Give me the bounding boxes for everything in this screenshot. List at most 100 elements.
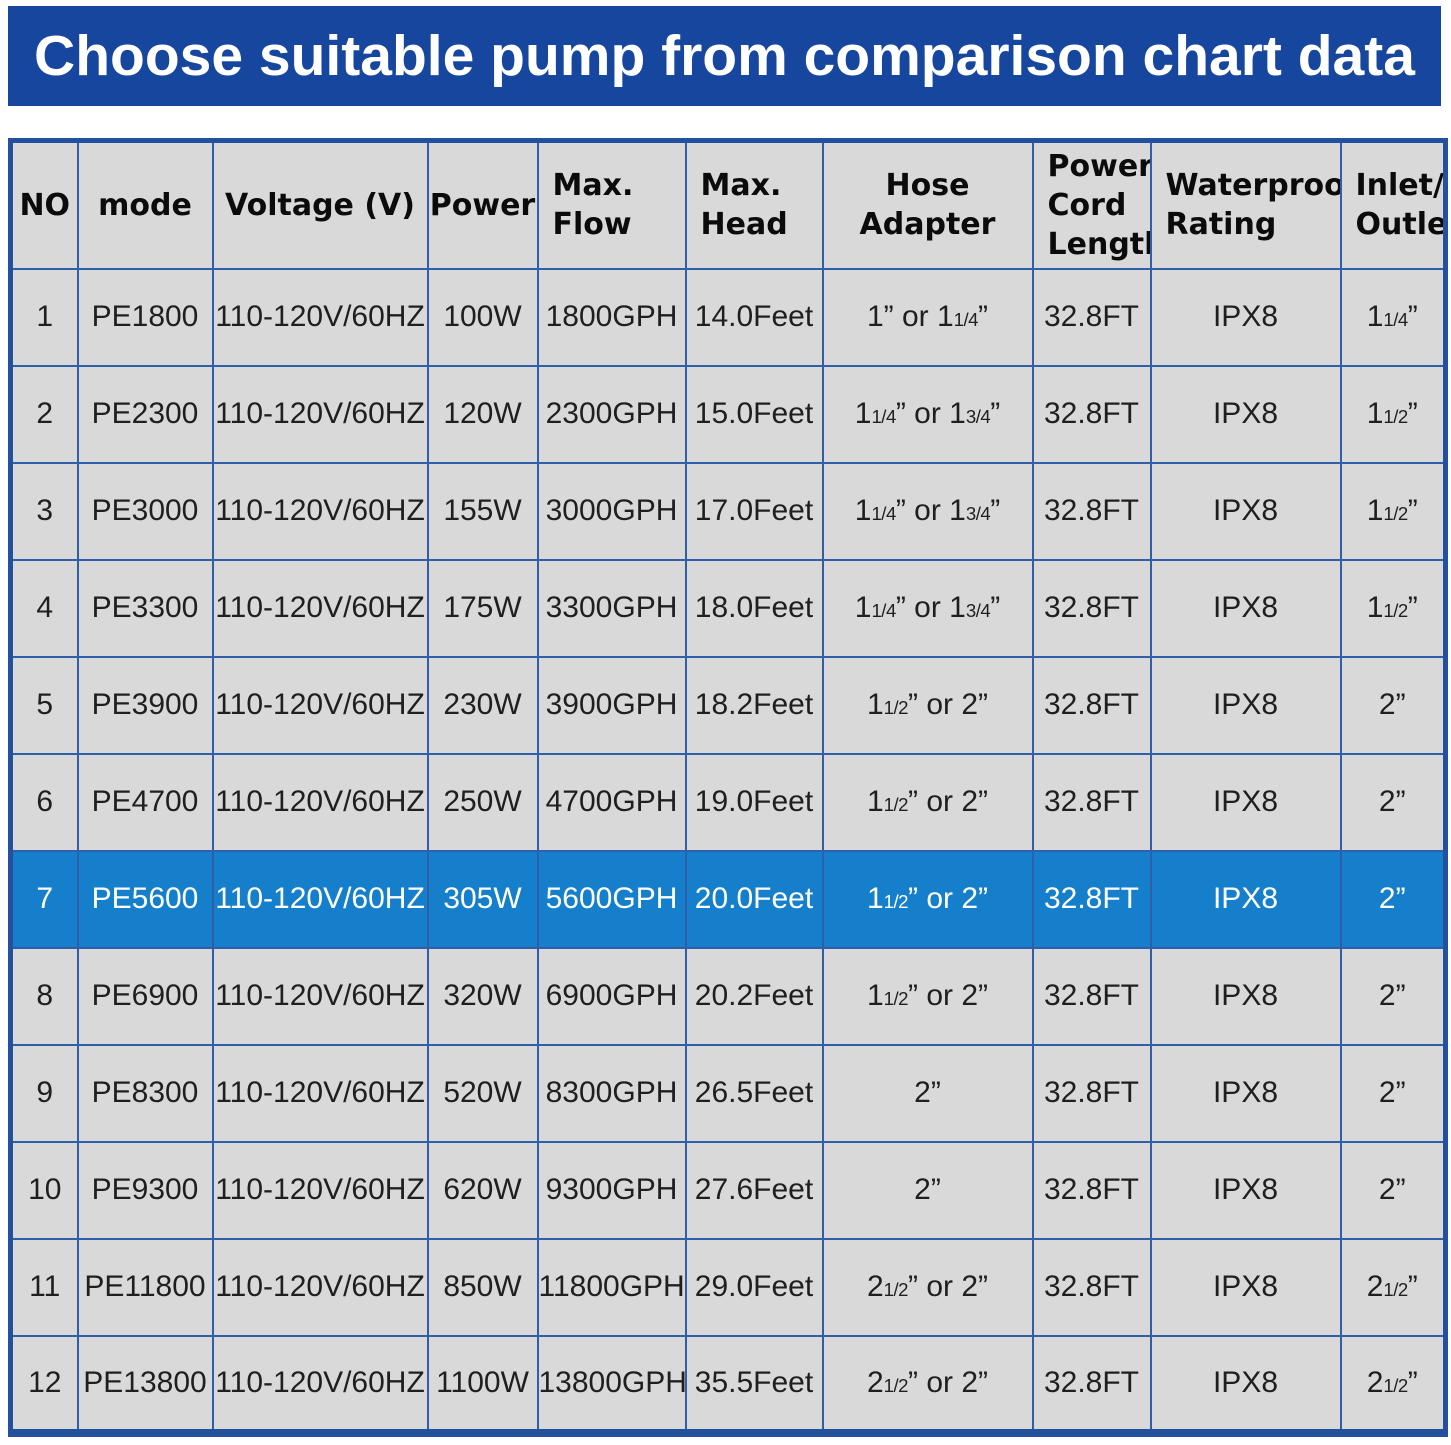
cell-voltage: 110-120V/60HZ [211,1237,429,1337]
cell-cord: 32.8FT [1031,655,1152,755]
cell-hose: 11/4” or 13/4” [821,461,1034,561]
cell-mode: PE1800 [76,267,214,367]
cell-power: 520W [426,1043,539,1143]
page-title: Choose suitable pump from comparison cha… [34,24,1415,88]
fraction-text: 1/4 [871,406,896,427]
cell-max-flow: 2300GPH [536,364,687,464]
cell-voltage: 110-120V/60HZ [211,1043,429,1143]
cell-max-flow: 5600GPH [536,849,687,949]
cell-max-flow: 3300GPH [536,558,687,658]
cell-mode: PE13800 [76,1334,214,1434]
cell-power: 305W [426,849,539,949]
cell-voltage: 110-120V/60HZ [211,364,429,464]
cell-mode: PE2300 [76,364,214,464]
cell-no: 1 [9,267,79,367]
cell-power: 620W [426,1140,539,1240]
cell-no: 8 [9,946,79,1046]
cell-waterproof: IPX8 [1149,364,1342,464]
cell-max-head: 20.2Feet [684,946,824,1046]
table-row-9: 9 PE8300 110-120V/60HZ 520W 8300GPH 26.5Feet 2… [9,1043,1447,1143]
table-header: NO mode Voltage (V) Power Max. Flow Max. Head… [9,139,1447,270]
cell-hose: 11/2” or 2” [821,655,1034,755]
cell-inlet: 11/2” [1339,461,1447,561]
cell-hose: 21/2” or 2” [821,1334,1034,1434]
title-bar: Choose suitable pump from comparison cha… [8,6,1441,106]
cell-max-head: 15.0Feet [684,364,824,464]
cell-waterproof: IPX8 [1149,849,1342,949]
cell-max-head: 17.0Feet [684,461,824,561]
fraction-text: 1/4 [871,503,896,524]
cell-mode: PE11800 [76,1237,214,1337]
cell-max-flow: 6900GPH [536,946,687,1046]
cell-hose: 11/4” or 13/4” [821,364,1034,464]
cell-cord: 32.8FT [1031,946,1152,1046]
table-row-4: 4 PE3300 110-120V/60HZ 175W 3300GPH 18.0Feet 1… [9,558,1447,658]
cell-cord: 32.8FT [1031,461,1152,561]
cell-hose: 2” [821,1043,1034,1143]
cell-power: 155W [426,461,539,561]
cell-max-flow: 13800GPH [536,1334,687,1434]
fraction-text: 1/2 [1383,406,1408,427]
cell-inlet: 2” [1339,1140,1447,1240]
table-row-6: 6 PE4700 110-120V/60HZ 250W 4700GPH 19.0Feet 1… [9,752,1447,852]
cell-no: 12 [9,1334,79,1434]
cell-voltage: 110-120V/60HZ [211,1334,429,1434]
cell-max-head: 14.0Feet [684,267,824,367]
cell-max-head: 20.0Feet [684,849,824,949]
cell-cord: 32.8FT [1031,1237,1152,1337]
cell-power: 1100W [426,1334,539,1434]
cell-cord: 32.8FT [1031,849,1152,949]
cell-no: 4 [9,558,79,658]
cell-mode: PE8300 [76,1043,214,1143]
column-header-max-flow: Max. Flow [536,139,687,270]
cell-voltage: 110-120V/60HZ [211,655,429,755]
column-header-voltage: Voltage (V) [211,139,429,270]
cell-max-flow: 1800GPH [536,267,687,367]
cell-no: 2 [9,364,79,464]
column-header-power: Power [426,139,539,270]
cell-voltage: 110-120V/60HZ [211,752,429,852]
table-row-11: 11 PE11800 110-120V/60HZ 850W 11800GPH 29.0Fe… [9,1237,1447,1337]
cell-power: 100W [426,267,539,367]
cell-waterproof: IPX8 [1149,558,1342,658]
cell-hose: 2” [821,1140,1034,1240]
cell-voltage: 110-120V/60HZ [211,946,429,1046]
cell-power: 320W [426,946,539,1046]
fraction-text: 1/4 [953,309,979,330]
cell-no: 9 [9,1043,79,1143]
cell-max-head: 19.0Feet [684,752,824,852]
cell-inlet: 21/2” [1339,1334,1447,1434]
cell-cord: 32.8FT [1031,558,1152,658]
cell-inlet: 2” [1339,946,1447,1046]
cell-cord: 32.8FT [1031,752,1152,852]
cell-max-head: 26.5Feet [684,1043,824,1143]
cell-waterproof: IPX8 [1149,946,1342,1046]
cell-max-flow: 4700GPH [536,752,687,852]
cell-max-flow: 3900GPH [536,655,687,755]
fraction-text: 1/2 [883,1279,909,1300]
table-row-7: 7 PE5600 110-120V/60HZ 305W 5600GPH 20.0Feet 1… [9,849,1447,949]
cell-cord: 32.8FT [1031,1334,1152,1434]
table-row-2: 2 PE2300 110-120V/60HZ 120W 2300GPH 15.0Feet 1… [9,364,1447,464]
fraction-text: 1/2 [1383,600,1408,621]
table-row-5: 5 PE3900 110-120V/60HZ 230W 3900GPH 18.2Feet 1… [9,655,1447,755]
cell-voltage: 110-120V/60HZ [211,461,429,561]
fraction-text: 3/4 [965,503,991,524]
cell-cord: 32.8FT [1031,267,1152,367]
column-header-cord: Power Cord Length [1031,139,1152,270]
cell-waterproof: IPX8 [1149,655,1342,755]
fraction-text: 1/4 [871,600,896,621]
cell-cord: 32.8FT [1031,1043,1152,1143]
cell-waterproof: IPX8 [1149,1237,1342,1337]
cell-hose: 11/2” or 2” [821,849,1034,949]
cell-power: 250W [426,752,539,852]
cell-voltage: 110-120V/60HZ [211,1140,429,1240]
table-body: 1 PE1800 110-120V/60HZ 100W 1800GPH 14.0Feet 1… [9,267,1447,1434]
column-header-hose: Hose Adapter [821,139,1034,270]
table-row-10: 10 PE9300 110-120V/60HZ 620W 9300GPH 27.6Feet… [9,1140,1447,1240]
cell-inlet: 11/2” [1339,558,1447,658]
cell-max-flow: 8300GPH [536,1043,687,1143]
column-header-max-head: Max. Head [684,139,824,270]
table-row-3: 3 PE3000 110-120V/60HZ 155W 3000GPH 17.0Feet 1… [9,461,1447,561]
